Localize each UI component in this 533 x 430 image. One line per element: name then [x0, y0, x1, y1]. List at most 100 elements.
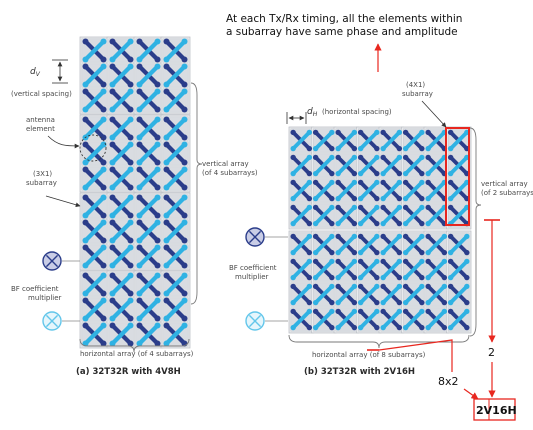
- antenna-element-icon: [290, 283, 313, 306]
- right-antenna-grid: [288, 126, 472, 334]
- antenna-element-icon: [109, 272, 134, 297]
- right-subarray-line2: subarray: [402, 90, 433, 98]
- antenna-element-icon: [290, 233, 313, 256]
- antenna-element-icon: [402, 258, 425, 281]
- antenna-element-icon: [136, 272, 161, 297]
- vertical-count-label: 2: [488, 346, 495, 359]
- antenna-element-icon: [380, 308, 403, 331]
- left-horizontal-array-label: horizontal array (of 4 subarrays): [80, 350, 194, 358]
- antenna-element-icon: [402, 179, 425, 202]
- left-caption: (a) 32T32R with 4V8H: [76, 367, 181, 377]
- antenna-element-icon: [380, 154, 403, 177]
- antenna-element-icon: [357, 308, 380, 331]
- antenna-element-icon: [136, 322, 161, 347]
- antenna-element-icon: [335, 308, 358, 331]
- antenna-element-highlight: [79, 134, 107, 162]
- antenna-element-icon: [136, 63, 161, 88]
- right-vertical-array-line1: vertical array: [481, 180, 528, 188]
- left-vertical-array-line2: (of 4 subarrays): [202, 169, 258, 177]
- antenna-element-icon: [312, 283, 335, 306]
- antenna-element-icon: [136, 116, 161, 141]
- left-bf-multiplier-dark-icon: [42, 251, 62, 271]
- antenna-element-icon: [447, 233, 470, 256]
- antenna-element-icon: [82, 219, 107, 244]
- antenna-element-icon: [447, 308, 470, 331]
- result-box: [473, 398, 516, 421]
- right-vertical-array-line2: (of 2 subarrays): [481, 189, 533, 197]
- antenna-element-icon: [136, 141, 161, 166]
- antenna-element-icon: [163, 322, 188, 347]
- antenna-element-icon: [312, 308, 335, 331]
- antenna-element-icon: [335, 129, 358, 152]
- antenna-element-icon: [380, 179, 403, 202]
- antenna-element-icon: [380, 283, 403, 306]
- left-antenna-grid: [79, 36, 191, 349]
- left-bf-label-line2: multiplier: [28, 294, 62, 302]
- antenna-element-icon: [290, 129, 313, 152]
- dv-label: dV: [30, 67, 41, 78]
- antenna-element-icon: [335, 233, 358, 256]
- antenna-element-icon: [335, 204, 358, 227]
- antenna-element-icon: [380, 233, 403, 256]
- antenna-element-icon: [425, 283, 448, 306]
- left-subarray-line1: (3X1): [33, 170, 52, 178]
- horizontal-count-arrow: [463, 388, 479, 400]
- antenna-element-icon: [109, 88, 134, 113]
- antenna-element-icon: [402, 129, 425, 152]
- antenna-element-icon: [82, 63, 107, 88]
- right-caption: (b) 32T32R with 2V16H: [304, 367, 415, 377]
- left-subarray-pointer: [45, 195, 81, 208]
- antenna-element-icon: [82, 244, 107, 269]
- right-vertical-array-brace: [469, 127, 482, 337]
- antenna-element-icon: [163, 272, 188, 297]
- antenna-element-line1: antenna: [26, 116, 55, 124]
- antenna-element-icon: [357, 129, 380, 152]
- antenna-element-icon: [109, 116, 134, 141]
- antenna-element-icon: [163, 88, 188, 113]
- result-label: 2V16H: [476, 404, 517, 417]
- antenna-element-icon: [163, 244, 188, 269]
- left-subarray-line2: subarray: [26, 179, 57, 187]
- antenna-element-icon: [136, 38, 161, 63]
- horizontal-count-connector: [378, 339, 453, 372]
- antenna-element-icon: [136, 88, 161, 113]
- antenna-element-icon: [290, 308, 313, 331]
- subarray-highlight-box: [445, 127, 470, 226]
- antenna-element-icon: [109, 63, 134, 88]
- right-subarray-pointer: [421, 100, 447, 128]
- antenna-element-icon: [136, 194, 161, 219]
- top-note-line1: At each Tx/Rx timing, all the elements w…: [226, 13, 462, 25]
- antenna-element-icon: [312, 258, 335, 281]
- antenna-element-icon: [425, 308, 448, 331]
- antenna-element-icon: [357, 204, 380, 227]
- antenna-element-icon: [109, 219, 134, 244]
- top-note-line2: a subarray have same phase and amplitude: [226, 26, 458, 38]
- dh-label: dH: [307, 107, 318, 118]
- antenna-element-icon: [163, 38, 188, 63]
- antenna-element-icon: [109, 166, 134, 191]
- antenna-element-icon: [82, 297, 107, 322]
- antenna-element-icon: [109, 297, 134, 322]
- antenna-element-icon: [136, 297, 161, 322]
- antenna-element-icon: [312, 179, 335, 202]
- antenna-element-icon: [163, 116, 188, 141]
- antenna-element-line2: element: [26, 125, 55, 133]
- horizontal-spacing-label: (horizontal spacing): [322, 108, 392, 116]
- horizontal-count-label: 8x2: [438, 375, 459, 388]
- left-bf-multiplier-light-icon: [42, 311, 62, 331]
- antenna-element-icon: [290, 154, 313, 177]
- antenna-element-icon: [136, 166, 161, 191]
- antenna-element-icon: [425, 233, 448, 256]
- left-vertical-array-line1: vertical array: [202, 160, 249, 168]
- antenna-element-icon: [335, 154, 358, 177]
- antenna-element-icon: [312, 154, 335, 177]
- antenna-element-icon: [357, 233, 380, 256]
- antenna-element-icon: [425, 258, 448, 281]
- antenna-element-icon: [447, 258, 470, 281]
- antenna-element-icon: [357, 154, 380, 177]
- antenna-element-icon: [163, 297, 188, 322]
- vertical-spacing-label: (vertical spacing): [11, 90, 72, 98]
- antenna-element-icon: [82, 272, 107, 297]
- left-bf-label-line1: BF coefficient: [11, 285, 59, 293]
